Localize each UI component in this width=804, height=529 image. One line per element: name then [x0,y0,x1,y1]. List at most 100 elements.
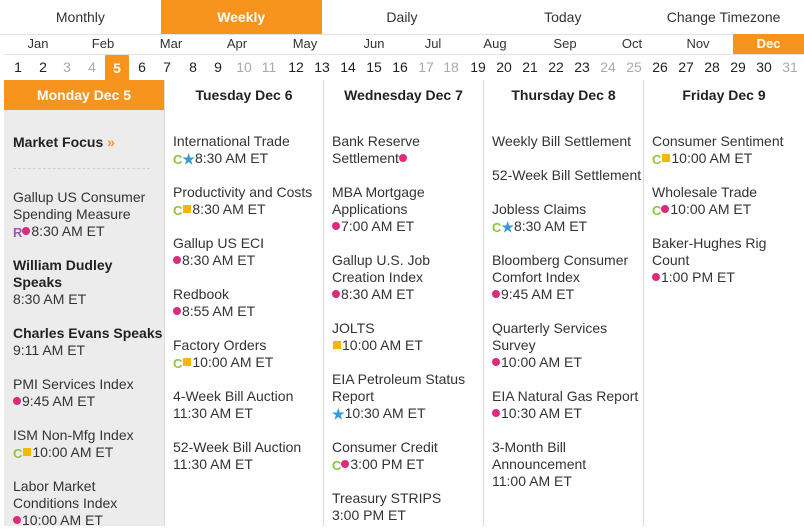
event-title[interactable]: ISM Non-Mfg Index [13,427,164,444]
event-item[interactable]: Quarterly Services Survey 10:00 AM ET [492,320,643,371]
event-title[interactable]: Gallup US Consumer Spending Measure [13,189,164,223]
event-title[interactable]: Consumer Sentiment [652,133,804,150]
event-title[interactable]: 52-Week Bill Settlement [492,167,643,184]
event-title[interactable]: 52-Week Bill Auction [173,439,323,456]
event-title[interactable]: Consumer Credit [332,439,483,456]
day-10[interactable]: 10 [236,59,252,75]
event-title[interactable]: Bank Reserve Settlement [332,133,483,167]
event-title[interactable]: Weekly Bill Settlement [492,133,643,150]
day-31[interactable]: 31 [782,59,798,75]
event-title[interactable]: Gallup U.S. Job Creation Index [332,252,483,286]
day-24[interactable]: 24 [600,59,616,75]
event-title[interactable]: EIA Petroleum Status Report [332,371,483,405]
month-apr[interactable]: Apr [226,36,248,51]
day-19[interactable]: 19 [470,59,486,75]
event-item[interactable]: Productivity and Costs C 8:30 AM ET [173,184,323,218]
day-5[interactable]: 5 [105,55,129,81]
event-item[interactable]: International Trade C★8:30 AM ET [173,133,323,167]
market-focus-link[interactable]: Market Focus » [13,110,150,169]
event-item[interactable]: Consumer Sentiment C 10:00 AM ET [652,133,804,167]
day-12[interactable]: 12 [288,59,304,75]
day-7[interactable]: 7 [163,59,171,75]
month-feb[interactable]: Feb [91,36,115,51]
column-header[interactable]: Wednesday Dec 7 [344,87,463,103]
month-mar[interactable]: Mar [159,36,183,51]
month-sep[interactable]: Sep [553,36,577,51]
tab-monthly[interactable]: Monthly [55,9,105,25]
day-13[interactable]: 13 [314,59,330,75]
event-item[interactable]: Labor Market Conditions Index 10:00 AM ET [13,478,164,529]
month-jun[interactable]: Jun [363,36,385,51]
day-27[interactable]: 27 [678,59,694,75]
day-22[interactable]: 22 [548,59,564,75]
event-title[interactable]: Quarterly Services Survey [492,320,643,354]
event-item[interactable]: Charles Evans Speaks 9:11 AM ET [13,325,164,359]
event-item[interactable]: Factory Orders C 10:00 AM ET [173,337,323,371]
month-nov[interactable]: Nov [686,36,710,51]
day-11[interactable]: 11 [261,59,277,75]
event-title[interactable]: JOLTS [332,320,483,337]
event-title[interactable]: 3-Month Bill Announcement [492,439,643,473]
event-title[interactable]: Gallup US ECI [173,235,323,252]
month-aug[interactable]: Aug [483,36,507,51]
event-item[interactable]: ISM Non-Mfg Index C 10:00 AM ET [13,427,164,461]
month-jul[interactable]: Jul [424,36,442,51]
event-item[interactable]: 4-Week Bill Auction 11:30 AM ET [173,388,323,422]
day-26[interactable]: 26 [652,59,668,75]
event-item[interactable]: PMI Services Index 9:45 AM ET [13,376,164,410]
day-3[interactable]: 3 [63,59,71,75]
day-2[interactable]: 2 [39,59,47,75]
event-item[interactable]: Wholesale Trade C 10:00 AM ET [652,184,804,218]
event-title[interactable]: Bloomberg Consumer Comfort Index [492,252,643,286]
event-item[interactable]: Baker-Hughes Rig Count 1:00 PM ET [652,235,804,286]
event-title[interactable]: Factory Orders [173,337,323,354]
event-item[interactable]: Gallup US ECI 8:30 AM ET [173,235,323,269]
tab-change-timezone[interactable]: Change Timezone [666,9,781,25]
event-title[interactable]: Charles Evans Speaks [13,325,164,342]
event-title[interactable]: EIA Natural Gas Report [492,388,643,405]
tab-today[interactable]: Today [544,9,582,25]
event-title[interactable]: William Dudley Speaks [13,257,164,291]
event-item[interactable]: 3-Month Bill Announcement 11:00 AM ET [492,439,643,490]
day-4[interactable]: 4 [88,59,96,75]
event-item[interactable]: Gallup U.S. Job Creation Index 8:30 AM ET [332,252,483,303]
event-title[interactable]: 4-Week Bill Auction [173,388,323,405]
day-25[interactable]: 25 [626,59,642,75]
day-6[interactable]: 6 [138,59,146,75]
column-header[interactable]: Thursday Dec 8 [511,87,616,103]
event-title[interactable]: Treasury STRIPS [332,490,483,507]
month-may[interactable]: May [292,36,318,51]
event-item[interactable]: Bloomberg Consumer Comfort Index 9:45 AM … [492,252,643,303]
tab-weekly[interactable]: Weekly [160,0,322,34]
event-item[interactable]: Weekly Bill Settlement [492,133,643,150]
day-30[interactable]: 30 [756,59,772,75]
day-17[interactable]: 17 [418,59,434,75]
tab-daily[interactable]: Daily [386,9,418,25]
month-dec[interactable]: Dec [733,34,804,54]
day-20[interactable]: 20 [496,59,512,75]
event-title[interactable]: Productivity and Costs [173,184,323,201]
day-15[interactable]: 15 [366,59,382,75]
event-item[interactable]: EIA Petroleum Status Report ★10:30 AM ET [332,371,483,422]
event-item[interactable]: Treasury STRIPS 3:00 PM ET [332,490,483,524]
event-item[interactable]: Gallup US Consumer Spending Measure R 8:30… [13,189,164,240]
event-title[interactable]: Wholesale Trade [652,184,804,201]
day-18[interactable]: 18 [443,59,459,75]
event-item[interactable]: EIA Natural Gas Report 10:30 AM ET [492,388,643,422]
event-item[interactable]: William Dudley Speaks 8:30 AM ET [13,257,164,308]
event-item[interactable]: MBA Mortgage Applications 7:00 AM ET [332,184,483,235]
event-title[interactable]: MBA Mortgage Applications [332,184,483,218]
event-title[interactable]: Labor Market Conditions Index [13,478,164,512]
day-1[interactable]: 1 [14,59,22,75]
day-9[interactable]: 9 [214,59,222,75]
event-title[interactable]: Jobless Claims [492,201,643,218]
event-item[interactable]: Jobless Claims C★8:30 AM ET [492,201,643,235]
event-item[interactable]: Bank Reserve Settlement [332,133,483,167]
day-8[interactable]: 8 [189,59,197,75]
day-21[interactable]: 21 [522,59,538,75]
event-title[interactable]: PMI Services Index [13,376,164,393]
column-header[interactable]: Monday Dec 5 [4,80,164,110]
day-14[interactable]: 14 [340,59,356,75]
event-item[interactable]: Consumer Credit C 3:00 PM ET [332,439,483,473]
event-title[interactable]: Baker-Hughes Rig Count [652,235,804,269]
